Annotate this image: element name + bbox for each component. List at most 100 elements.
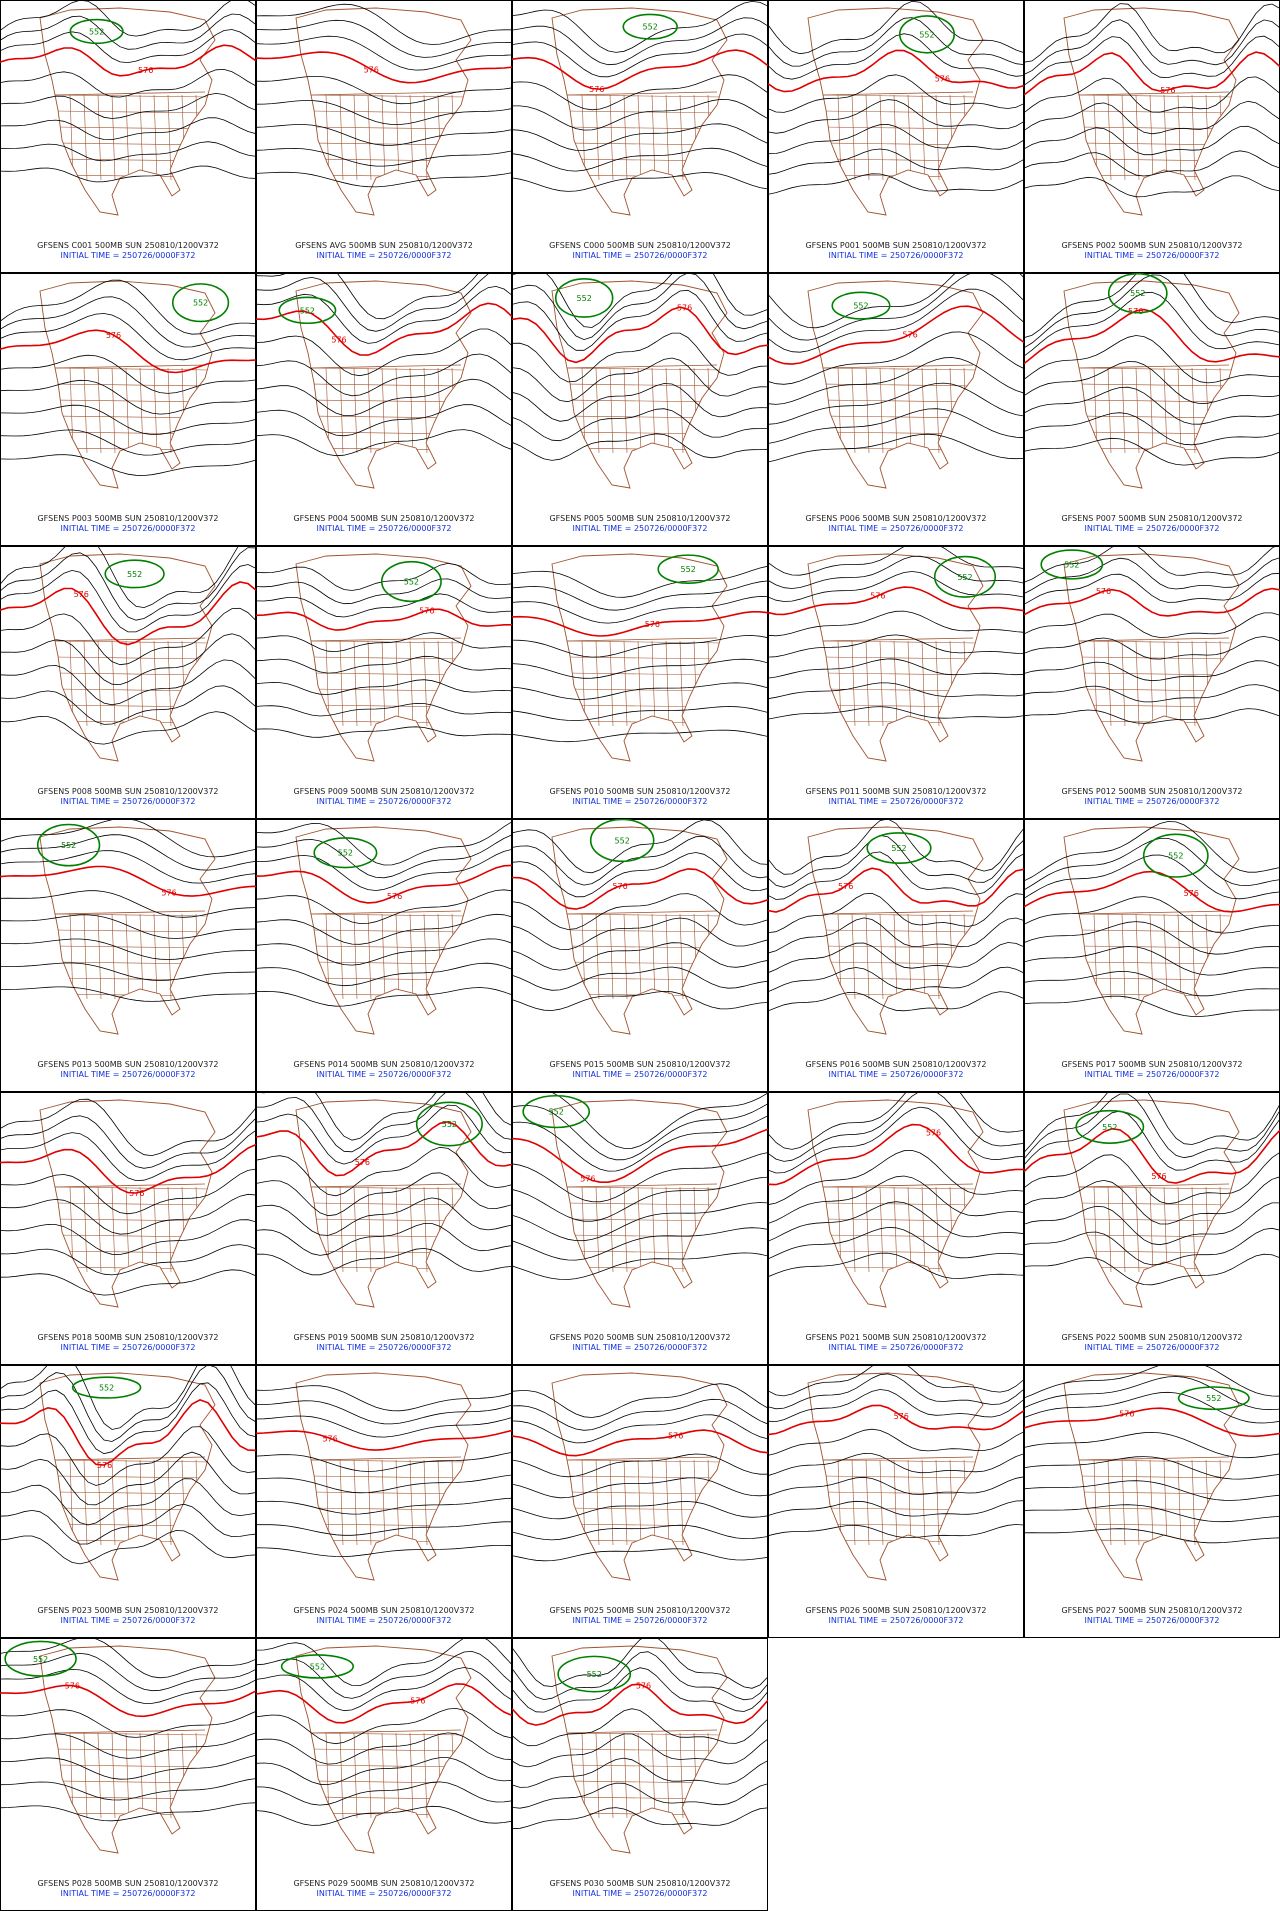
state-line xyxy=(339,94,344,181)
state-line xyxy=(395,94,400,181)
contour xyxy=(768,1373,1024,1410)
contour xyxy=(256,404,512,437)
contour xyxy=(256,1197,512,1236)
state-line xyxy=(139,367,144,454)
coastline xyxy=(39,1099,216,1308)
panel-border xyxy=(0,0,256,273)
state-line xyxy=(665,1732,670,1819)
state-line xyxy=(651,640,656,727)
coastline xyxy=(807,553,984,762)
contour xyxy=(512,1453,768,1478)
state-line xyxy=(1121,640,1126,727)
state-line xyxy=(353,913,358,1000)
panel-border xyxy=(512,1365,768,1638)
contour xyxy=(0,1244,256,1276)
map-panel: 576 552 GFSENS P016 500MB SUN 250810/1200V… xyxy=(768,819,1024,1092)
state-line xyxy=(367,367,372,454)
state-line xyxy=(935,94,940,181)
state-line xyxy=(921,913,926,1000)
contour-576 xyxy=(256,608,512,631)
state-line xyxy=(139,1459,144,1546)
contour-label: 552 xyxy=(404,578,419,587)
border-line xyxy=(310,91,462,96)
state-line xyxy=(1163,1186,1168,1273)
contour xyxy=(256,1092,512,1141)
state-line xyxy=(54,367,211,371)
state-line xyxy=(395,1186,400,1273)
state-line xyxy=(339,1732,344,1819)
panel-border xyxy=(256,546,512,819)
state-line xyxy=(609,1186,614,1273)
contour xyxy=(256,913,512,945)
contour-label: 576 xyxy=(894,1412,909,1421)
state-line xyxy=(54,913,211,917)
state-line xyxy=(566,383,723,387)
state-line xyxy=(310,126,467,130)
state-line xyxy=(623,1186,628,1273)
contour xyxy=(1024,1391,1280,1424)
state-line xyxy=(310,1732,467,1736)
state-line xyxy=(83,367,88,454)
state-line xyxy=(353,94,358,181)
state-line xyxy=(1135,1459,1140,1546)
state-line xyxy=(1093,1186,1098,1273)
contour xyxy=(0,1802,256,1822)
state-line xyxy=(893,1459,898,1546)
state-line xyxy=(139,1732,144,1819)
state-line xyxy=(97,1459,102,1546)
contour-576 xyxy=(512,306,768,364)
state-line xyxy=(679,913,684,1000)
coastline xyxy=(295,1372,472,1581)
contour-label: 552 xyxy=(681,565,696,574)
contour xyxy=(0,165,256,183)
contour xyxy=(768,819,1024,875)
state-line xyxy=(1177,913,1182,1000)
state-line xyxy=(83,94,88,181)
contour-552 xyxy=(554,278,614,318)
state-line xyxy=(125,913,130,1000)
state-line xyxy=(879,94,884,181)
contour xyxy=(768,1092,1024,1150)
state-line xyxy=(1121,367,1126,454)
initial-time: INITIAL TIME = 250726/0000F372 xyxy=(317,797,452,806)
state-line xyxy=(367,640,372,727)
state-line xyxy=(167,1459,172,1546)
contour-label: 576 xyxy=(322,1434,337,1443)
state-line xyxy=(54,1764,211,1768)
initial-time: INITIAL TIME = 250726/0000F372 xyxy=(1085,1070,1220,1079)
state-line xyxy=(111,913,116,1000)
contour xyxy=(1024,1151,1280,1205)
state-line xyxy=(595,913,600,1000)
panel-border xyxy=(1024,819,1280,1092)
state-line xyxy=(595,1459,600,1546)
coastline xyxy=(551,1645,728,1854)
contour-552 xyxy=(280,1654,354,1679)
initial-time: INITIAL TIME = 250726/0000F372 xyxy=(61,797,196,806)
panel-border xyxy=(768,273,1024,546)
panel-title: GFSENS P017 500MB SUN 250810/1200V372 xyxy=(1061,1060,1242,1069)
state-line xyxy=(623,1459,628,1546)
coastline xyxy=(39,7,216,216)
state-line xyxy=(1149,1186,1154,1273)
contour xyxy=(0,1451,256,1506)
state-line xyxy=(1078,94,1235,98)
contour xyxy=(1024,1431,1280,1459)
coastline xyxy=(1063,826,1240,1035)
state-line xyxy=(125,367,130,454)
contour xyxy=(256,273,480,320)
contour xyxy=(0,1115,256,1169)
contour-label: 576 xyxy=(419,606,434,615)
contour-552 xyxy=(589,819,655,863)
contour-label: 576 xyxy=(1184,889,1199,898)
contour xyxy=(512,990,768,1011)
contour-552 xyxy=(1177,1386,1250,1411)
state-line xyxy=(1163,913,1168,1000)
contour-576 xyxy=(768,1404,1024,1436)
border-line xyxy=(1078,91,1230,96)
map-panel: 576 GFSENS P018 500MB SUN 250810/1200V372… xyxy=(0,1092,256,1365)
contour xyxy=(512,98,768,131)
panel-border xyxy=(256,1365,512,1638)
state-line xyxy=(310,945,467,949)
panel-title: GFSENS P011 500MB SUN 250810/1200V372 xyxy=(805,787,986,796)
state-line xyxy=(822,1186,979,1190)
